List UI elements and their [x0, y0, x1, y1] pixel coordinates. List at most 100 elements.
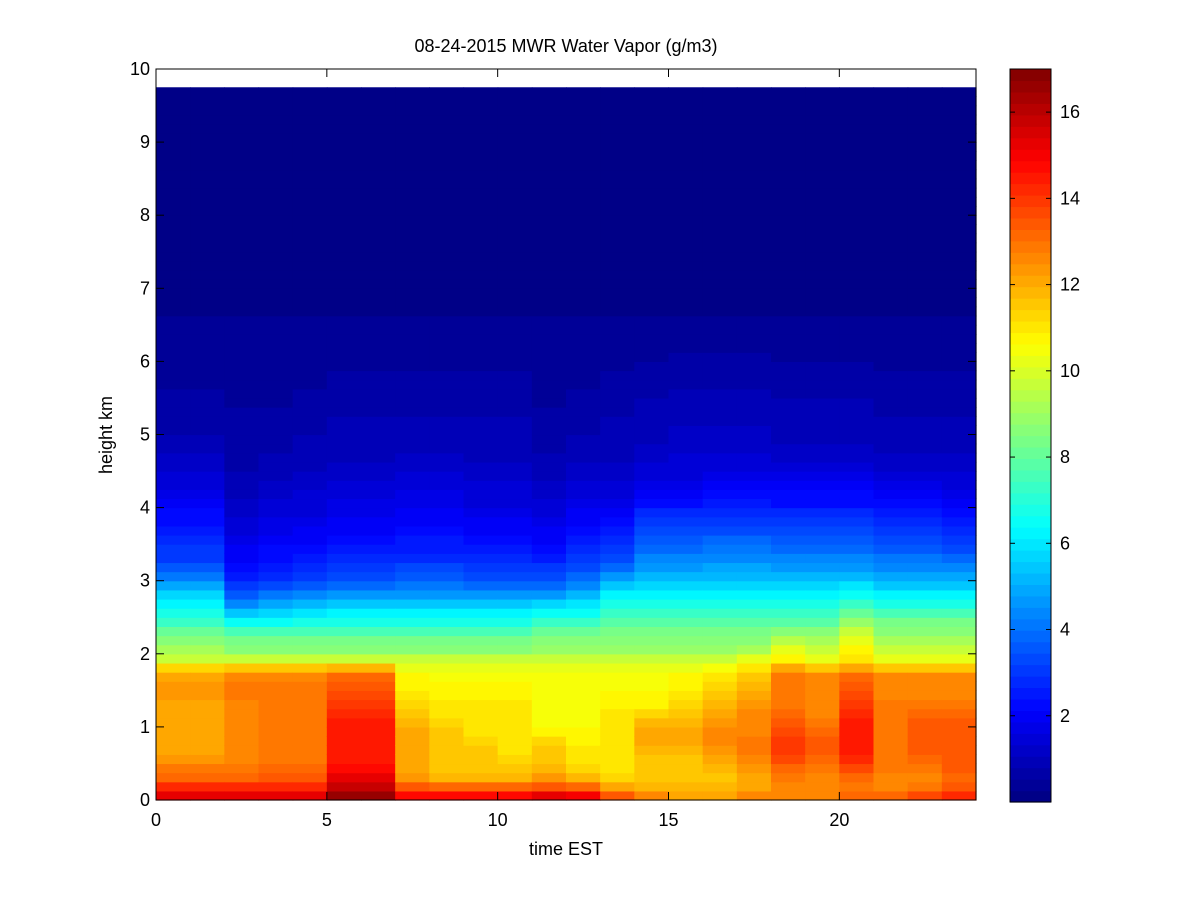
heatmap-cell [634, 471, 670, 481]
colorbar-cell [1010, 126, 1051, 139]
heatmap-cell [258, 397, 294, 408]
heatmap-cell [702, 169, 738, 180]
heatmap-cell [497, 754, 533, 765]
heatmap-cell [941, 571, 977, 582]
heatmap-cell [497, 498, 533, 509]
heatmap-cell [497, 142, 533, 152]
heatmap-cell [771, 260, 806, 271]
heatmap-cell [702, 708, 738, 719]
heatmap-cell [907, 123, 943, 134]
heatmap-cell [771, 434, 806, 445]
heatmap-cell [190, 781, 225, 792]
heatmap-cell [463, 233, 499, 244]
colorbar-cell [1010, 527, 1051, 540]
heatmap-cell [497, 443, 533, 454]
heatmap-cell [736, 425, 772, 436]
heatmap-cell [361, 690, 396, 701]
heatmap-cell [907, 699, 943, 710]
heatmap-cell [600, 196, 635, 207]
heatmap-cell [224, 169, 260, 180]
heatmap-cell [395, 736, 430, 746]
heatmap-cell [805, 416, 840, 426]
heatmap-cell [736, 114, 772, 125]
heatmap-cell [736, 260, 772, 271]
colorbar-cell [1010, 412, 1051, 425]
heatmap-cell [839, 397, 875, 408]
heatmap-cell [224, 608, 260, 618]
heatmap-cell [839, 178, 875, 189]
heatmap-cell [497, 726, 533, 737]
heatmap-cell [839, 260, 875, 271]
heatmap-cell [736, 132, 772, 143]
heatmap-cell [361, 242, 396, 253]
heatmap-cell [634, 132, 670, 143]
heatmap-cell [429, 434, 465, 445]
heatmap-cell [873, 781, 909, 792]
heatmap-cell [839, 160, 875, 171]
heatmap-cell [566, 562, 601, 573]
heatmap-cell [429, 306, 465, 317]
heatmap-cell [190, 745, 225, 755]
heatmap-cell [531, 132, 567, 143]
heatmap-cell [497, 644, 533, 655]
heatmap-cell [702, 160, 738, 171]
y-tick-label: 5 [140, 425, 150, 445]
heatmap-cell [736, 270, 772, 280]
heatmap-cell [361, 598, 396, 609]
heatmap-cell [702, 333, 738, 344]
heatmap-cell [429, 525, 465, 536]
heatmap-cell [531, 425, 567, 436]
heatmap-cell [907, 516, 943, 527]
heatmap-cell [702, 260, 738, 271]
x-tick-label: 5 [322, 810, 332, 830]
heatmap-cell [771, 425, 806, 436]
heatmap-cell [156, 333, 191, 344]
heatmap-cell [531, 672, 567, 682]
heatmap-cell [771, 397, 806, 408]
heatmap-cell [395, 681, 430, 691]
heatmap-cell [600, 562, 635, 573]
heatmap-cell [531, 644, 567, 655]
heatmap-cell [805, 672, 840, 682]
heatmap-cell [361, 726, 396, 737]
heatmap-cell [668, 361, 704, 372]
heatmap-cell [258, 142, 294, 152]
heatmap-cell [463, 662, 499, 673]
heatmap-cell [668, 142, 704, 152]
heatmap-cell [224, 151, 260, 161]
heatmap-cell [702, 142, 738, 152]
heatmap-cell [634, 187, 670, 198]
heatmap-cell [941, 178, 977, 189]
heatmap-cell [429, 397, 465, 408]
heatmap-cell [941, 151, 977, 161]
heatmap-cell [463, 288, 499, 299]
heatmap-cell [634, 169, 670, 180]
heatmap-cell [600, 370, 635, 381]
heatmap-cell [497, 790, 533, 801]
heatmap-cell [395, 608, 430, 618]
heatmap-cell [668, 754, 704, 765]
heatmap-cell [190, 471, 225, 481]
heatmap-cell [736, 708, 772, 719]
colorbar-cell [1010, 664, 1051, 677]
heatmap-cell [258, 580, 294, 591]
heatmap-cell [566, 260, 601, 271]
heatmap-cell [736, 242, 772, 253]
heatmap-cell [907, 370, 943, 381]
heatmap-cell [292, 544, 328, 554]
heatmap-cell [258, 416, 294, 426]
heatmap-cell [907, 681, 943, 691]
heatmap-cell [941, 726, 977, 737]
heatmap-cell [873, 233, 909, 244]
heatmap-cell [771, 443, 806, 454]
heatmap-cell [361, 425, 396, 436]
heatmap-cell [736, 370, 772, 381]
heatmap-cell [429, 608, 465, 618]
heatmap-cell [190, 489, 225, 500]
heatmap-cell [326, 598, 362, 609]
heatmap-cell [190, 516, 225, 527]
heatmap-cell [190, 242, 225, 253]
heatmap-cell [429, 535, 465, 545]
y-tick-label: 2 [140, 644, 150, 664]
heatmap-cell [566, 617, 601, 627]
